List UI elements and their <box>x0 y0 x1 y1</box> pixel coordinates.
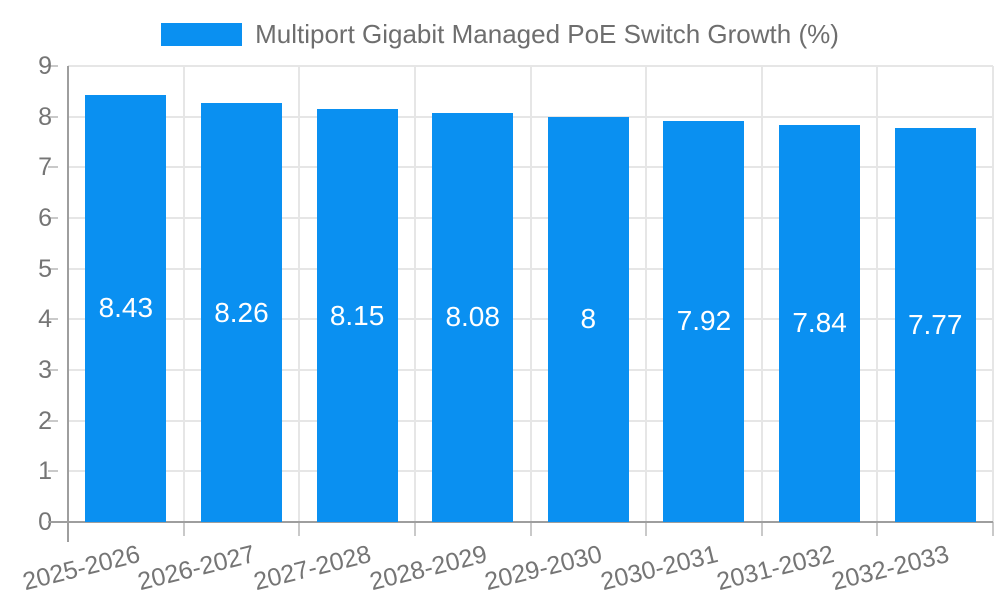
bar[interactable]: 8 <box>547 116 629 522</box>
y-axis-tick <box>48 217 58 219</box>
y-axis-label: 0 <box>38 508 52 536</box>
bar-value-label: 8.08 <box>445 301 500 333</box>
bar[interactable]: 8.43 <box>85 94 167 522</box>
bar[interactable]: 7.77 <box>894 128 976 522</box>
y-axis-label: 4 <box>38 305 52 334</box>
y-axis-tick <box>48 115 58 118</box>
y-axis-label: 9 <box>38 52 52 80</box>
y-axis-line <box>67 66 69 522</box>
bar-value-label: 8 <box>580 303 597 335</box>
y-axis-label: 6 <box>38 204 52 232</box>
x-axis-tick <box>413 522 416 536</box>
y-axis-label: 7 <box>38 153 52 182</box>
y-axis-tick <box>48 267 58 270</box>
bar[interactable]: 8.15 <box>316 109 398 522</box>
legend: Multiport Gigabit Managed PoE Switch Gro… <box>0 19 1000 50</box>
y-axis-tick <box>48 470 58 473</box>
bar-value-label: 7.77 <box>907 309 963 341</box>
x-gridline <box>876 66 879 522</box>
bar-value-label: 7.84 <box>792 307 847 339</box>
bar-value-label: 8.26 <box>214 296 269 328</box>
bar[interactable]: 8.08 <box>432 112 514 522</box>
y-axis-label: 1 <box>38 457 52 486</box>
x-axis-tick <box>67 522 69 542</box>
y-axis-label: 5 <box>38 254 52 283</box>
x-gridline <box>645 66 648 522</box>
x-axis-tick <box>529 522 532 536</box>
legend-label: Multiport Gigabit Managed PoE Switch Gro… <box>255 19 839 49</box>
bar-value-label: 7.92 <box>676 305 732 337</box>
y-axis-tick <box>48 419 58 422</box>
bar[interactable]: 7.84 <box>779 124 861 522</box>
y-axis-label: 8 <box>38 102 52 131</box>
y-axis-label: 3 <box>38 356 52 384</box>
bar-value-label: 8.43 <box>98 292 154 324</box>
legend-swatch <box>161 23 243 46</box>
y-axis-label: 2 <box>38 406 52 435</box>
x-gridline <box>760 66 763 522</box>
x-axis-tick <box>645 522 648 536</box>
y-axis-tick <box>48 369 58 371</box>
x-gridline <box>413 66 416 522</box>
y-axis-tick <box>48 65 58 67</box>
y-axis-tick <box>48 166 58 169</box>
x-axis-tick <box>876 522 879 536</box>
x-gridline <box>529 66 532 522</box>
bar[interactable]: 7.92 <box>663 120 745 522</box>
y-axis-tick <box>48 318 58 321</box>
x-gridline <box>182 66 185 522</box>
x-axis-tick <box>298 522 301 536</box>
x-gridline <box>992 66 994 522</box>
bar[interactable]: 8.26 <box>200 103 282 522</box>
x-axis-tick <box>760 522 763 536</box>
x-axis-tick <box>182 522 185 536</box>
x-gridline <box>298 66 301 522</box>
x-axis-line <box>48 521 993 523</box>
bar-value-label: 8.15 <box>329 299 385 331</box>
x-axis-tick <box>992 522 994 536</box>
